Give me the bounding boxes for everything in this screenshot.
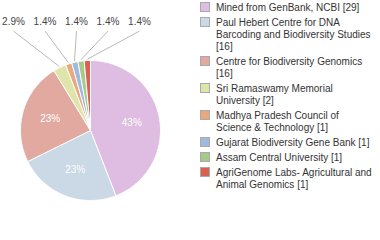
- html-text:Paul Hebert Centre for DNA Bar: Paul Hebert Centre for DNA Barcoding and…: [216, 17, 371, 52]
- html-text:Mined from GenBank, NCBI [29]: Mined from GenBank, NCBI [29]: [216, 2, 360, 13]
- html-text:AgriGenome Labs- Agricultural: AgriGenome Labs- Agricultural and Animal…: [216, 167, 372, 190]
- svg-text:23%: 23%: [40, 113, 60, 124]
- html-text:Gujarat Biodiversity Gene Bank: Gujarat Biodiversity Gene Bank [1]: [216, 137, 370, 148]
- html-text:Sri Ramaswamy Memorial Univers: Sri Ramaswamy Memorial University [2]: [216, 83, 333, 106]
- svg-text:1.4%: 1.4%: [97, 15, 120, 26]
- svg-text:1.4%: 1.4%: [65, 15, 88, 26]
- html-text:Assam Central University [1]: Assam Central University [1]: [216, 152, 343, 163]
- svg-text:23%: 23%: [65, 164, 85, 175]
- svg-text:1.4%: 1.4%: [128, 15, 151, 26]
- svg-text:1.4%: 1.4%: [34, 15, 57, 26]
- svg-text:43%: 43%: [122, 117, 142, 128]
- svg-text:2.9%: 2.9%: [2, 15, 25, 26]
- html-text:Centre for Biodiversity Genomi: Centre for Biodiversity Genomics [16]: [216, 56, 363, 79]
- html-text:Madhya Pradesh Council of Scie: Madhya Pradesh Council of Science & Tech…: [216, 110, 339, 133]
